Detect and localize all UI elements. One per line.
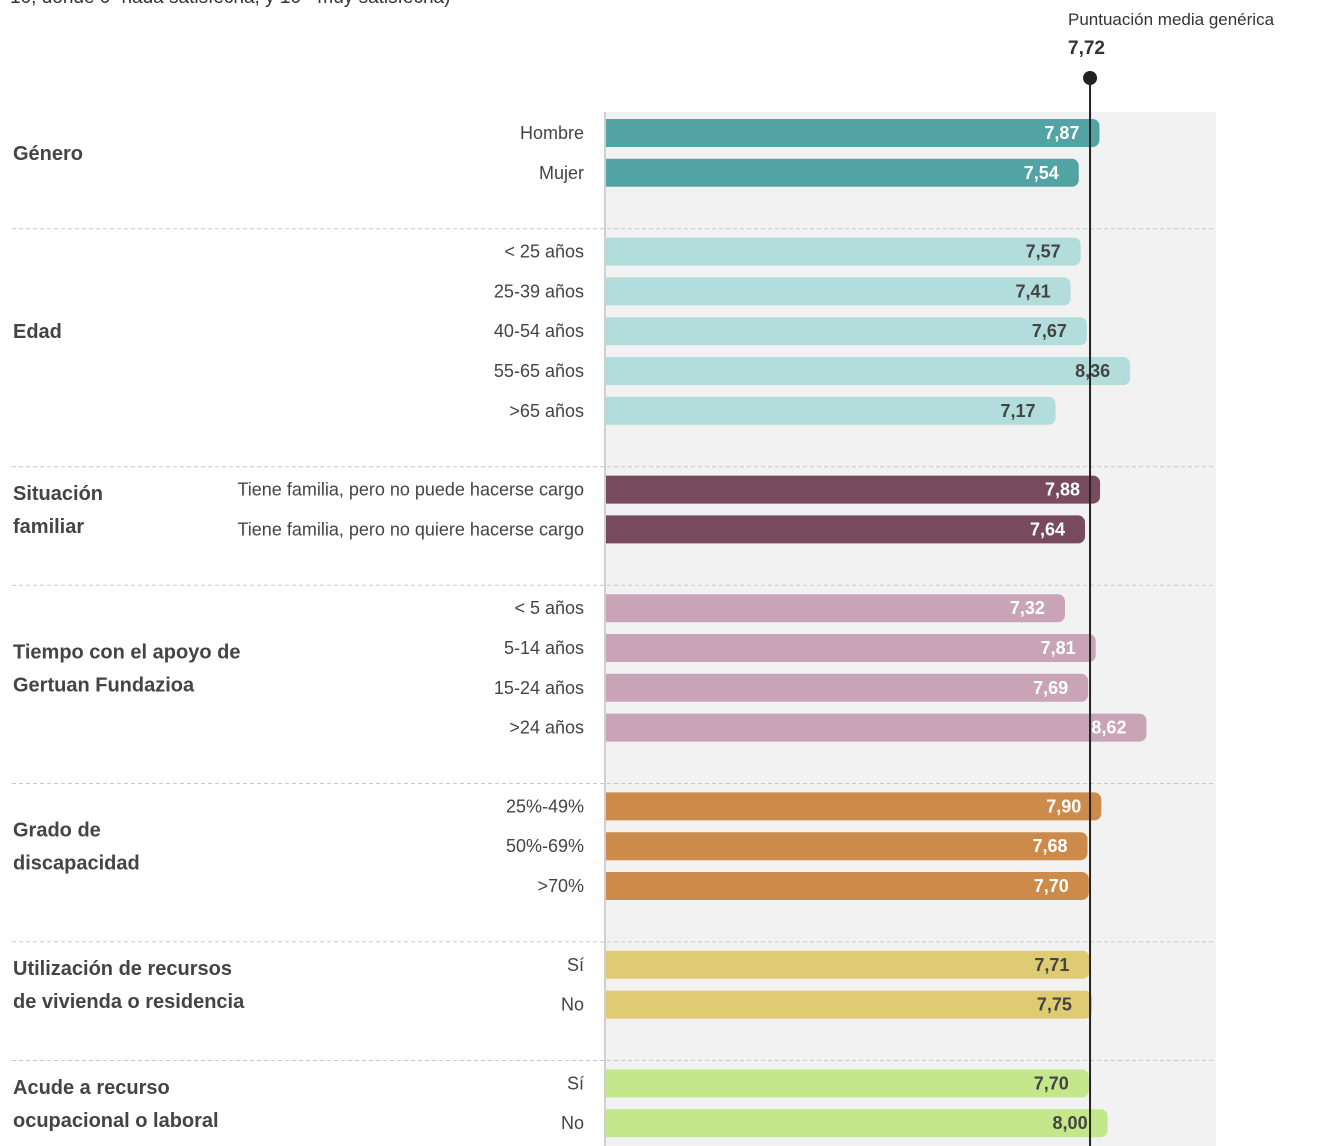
bar [606,277,1071,306]
category-label: 50%-69% [506,836,584,856]
bar-value-label: 8,62 [1091,718,1126,738]
category-label: 25-39 años [494,281,584,301]
bar [606,792,1102,821]
bar [606,594,1065,623]
category-label: >70% [537,876,584,896]
bar-value-label: 7,71 [1034,955,1069,975]
reference-marker [1083,71,1098,85]
group-label: Tiempo con el apoyo de Gertuan Fundazioa [13,641,240,696]
group-label: Género [13,143,83,165]
bar [606,634,1096,662]
bar-value-label: 7,75 [1037,995,1072,1015]
bar [606,1109,1108,1138]
bar [606,990,1092,1019]
chart-subtitle: 10, donde 0=nada satisfecha, y 10= muy s… [10,0,450,9]
bar-value-label: 7,70 [1034,1073,1069,1093]
bar-value-label: 7,41 [1016,281,1051,301]
bar [606,950,1090,979]
bar-value-label: 7,88 [1045,480,1080,500]
category-label: >65 años [509,401,584,421]
bar [606,357,1131,385]
bar [606,475,1101,504]
category-label: 55-65 años [494,361,584,381]
category-label: Sí [567,1073,584,1093]
category-label: No [561,995,584,1015]
bar-value-label: 7,70 [1034,876,1069,896]
bar-value-label: 7,68 [1032,836,1067,856]
group-separators [12,228,1216,1061]
category-label: >24 años [509,718,584,738]
reference-value: 7,72 [1068,38,1105,59]
group-label: Edad [13,321,62,343]
bars: 7,87 7,54 7,57 7,41 7,67 8,36 7,17 7,88 7,64 7,32… [606,119,1147,1138]
group-label: Utilización de recursos de vivienda o res… [13,958,245,1013]
bar [606,713,1147,742]
bar [606,237,1081,266]
category-label: 40-54 años [494,321,584,341]
category-label: Hombre [520,123,584,143]
group-label: Acude a recurso ocupacional o laboral [13,1077,219,1132]
group-labels: Género Edad Situación familiar Tiempo con el… [13,143,245,1132]
category-label: Mujer [539,163,584,183]
bar-value-label: 7,32 [1010,598,1045,618]
bar [606,872,1089,900]
category-label: Tiene familia, pero no quiere hacerse ca… [237,519,584,539]
bar [606,515,1086,544]
bar-value-label: 7,81 [1041,638,1076,658]
group-label: Grado de discapacidad [13,820,140,875]
bar [606,119,1100,147]
category-label: 15-24 años [494,678,584,698]
category-label: Sí [567,955,584,975]
bar-value-label: 7,57 [1026,242,1061,262]
category-label: < 25 años [504,242,584,262]
group-label: Situación familiar [13,483,103,538]
category-label: Tiene familia, pero no puede hacerse car… [237,480,584,500]
bar [606,1069,1089,1098]
category-labels: Hombre Mujer < 25 años 25-39 años 40-54 años… [237,123,584,1133]
bar-value-label: 7,69 [1033,678,1068,698]
category-label: 25%-49% [506,796,584,816]
bar [606,317,1087,346]
bar [606,396,1056,425]
bar-value-label: 7,64 [1030,519,1065,539]
category-label: 5-14 años [504,638,584,658]
category-label: No [561,1113,584,1133]
bar-value-label: 7,17 [1001,401,1036,421]
bar-value-label: 7,87 [1044,123,1079,143]
category-label: < 5 años [514,598,584,618]
bar-value-label: 8,00 [1053,1113,1088,1133]
bar-value-label: 7,67 [1032,321,1067,341]
bar-value-label: 7,90 [1046,796,1081,816]
bar [606,673,1089,702]
bar-value-label: 8,36 [1075,361,1110,381]
reference-label: Puntuación media genérica [1068,10,1275,29]
bar-value-label: 7,54 [1024,163,1059,183]
bar [606,832,1088,861]
bar [606,158,1079,187]
